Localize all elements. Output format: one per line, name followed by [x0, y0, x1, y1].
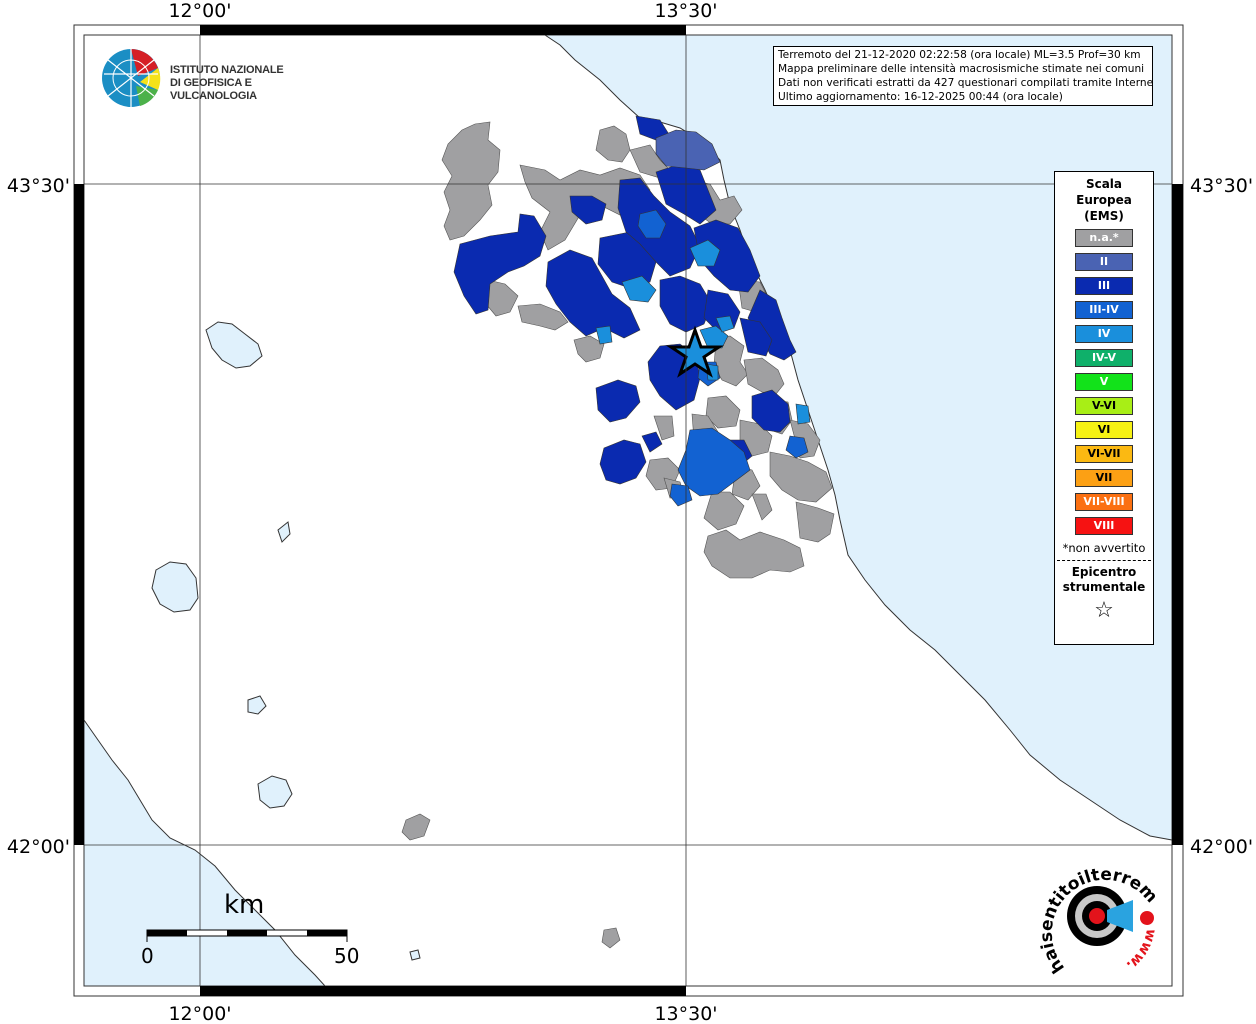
info-line-3: Dati non verificati estratti da 427 ques… [778, 77, 1153, 89]
municipalities-ems-III-IV [637, 209, 809, 507]
lake-small-1 [277, 521, 291, 543]
lat-label-right-2: 42°00' [1190, 836, 1253, 858]
scalebar-max: 50 [334, 944, 360, 968]
municipalities-ems-IV [595, 239, 811, 425]
haisentito-logo-www: www. [1123, 927, 1159, 973]
legend-item-n-a: n.a.* [1075, 229, 1133, 247]
legend-item-vi-vii: VI-VII [1075, 445, 1133, 463]
ingv-name-line2: DI GEOFISICA E VULCANOLOGIA [170, 77, 257, 102]
graticule [84, 35, 1172, 986]
lat-label-left-2: 42°00' [7, 836, 70, 858]
earthquake-info-box: Terremoto del 21-12-2020 02:22:58 (ora l… [773, 46, 1153, 106]
legend-item-iii: III [1075, 277, 1133, 295]
legend-note: *non avvertito [1062, 541, 1146, 555]
legend-item-v: V [1075, 373, 1133, 391]
legend-epicenter-line1: Epicentro [1071, 565, 1137, 579]
lon-label-bottom-2: 13°30' [654, 1003, 717, 1024]
epicenter-star [666, 325, 724, 378]
map-frame [73, 24, 1184, 997]
legend-title-line2: Europea [1076, 193, 1132, 207]
haisentito-logo: haisentitoilterremoto.it www. [1029, 843, 1165, 978]
legend-title-line3: (EMS) [1084, 209, 1124, 223]
lake-bracciano [257, 775, 293, 809]
lat-label-left-1: 43°30' [7, 175, 70, 197]
legend-item-vii-viii: VII-VIII [1075, 493, 1133, 511]
legend-items: n.a.* II III III-IV IV IV-V V V-VI VI VI-VII VII VI… [1055, 229, 1153, 535]
legend-item-viii: VIII [1075, 517, 1133, 535]
legend-item-vi: VI [1075, 421, 1133, 439]
lon-label-top-2: 13°30' [654, 0, 717, 22]
lon-label-top-1: 12°00' [168, 0, 231, 22]
info-line-1: Terremoto del 21-12-2020 02:22:58 (ora l… [778, 49, 1141, 61]
legend-item-vii: VII [1075, 469, 1133, 487]
legend-item-iii-iv: III-IV [1075, 301, 1133, 319]
lake-vico [247, 695, 267, 715]
lake-trasimeno [205, 321, 263, 369]
lon-label-bottom-1: 12°00' [168, 1003, 231, 1024]
ingv-name-line1: ISTITUTO NAZIONALE [170, 64, 284, 76]
legend-item-v-vi: V-VI [1075, 397, 1133, 415]
ems-legend: Scala Europea (EMS) n.a.* II III III-IV IV IV… [1054, 171, 1154, 645]
scalebar-min: 0 [141, 944, 154, 968]
info-line-2: Mappa preliminare delle intensità macros… [778, 63, 1145, 75]
legend-divider [1057, 560, 1151, 561]
scale-bar [146, 929, 348, 942]
lat-label-right-1: 43°30' [1190, 175, 1253, 197]
legend-star-icon: ☆ [1094, 598, 1114, 623]
ingv-globe-icon [102, 49, 161, 107]
info-line-4: Ultimo aggiornamento: 16-12-2025 00:44 (… [778, 91, 1063, 103]
legend-item-ii: II [1075, 253, 1133, 271]
legend-item-iv-v: IV-V [1075, 349, 1133, 367]
tyrrhenian-sea [83, 718, 327, 987]
lake-small-2 [409, 949, 421, 961]
haisentito-logo-icon: haisentitoilterremoto.it www. [1029, 843, 1161, 977]
legend-item-iv: IV [1075, 325, 1133, 343]
lake-bolsena [151, 561, 199, 613]
svg-text:www.: www. [1123, 927, 1159, 973]
legend-title-line1: Scala [1085, 177, 1123, 191]
ingv-logo: ISTITUTO NAZIONALE DI GEOFISICA E VULCAN… [100, 46, 320, 110]
scalebar-unit: km [224, 890, 265, 920]
legend-epicenter-line2: strumentale [1062, 580, 1146, 594]
